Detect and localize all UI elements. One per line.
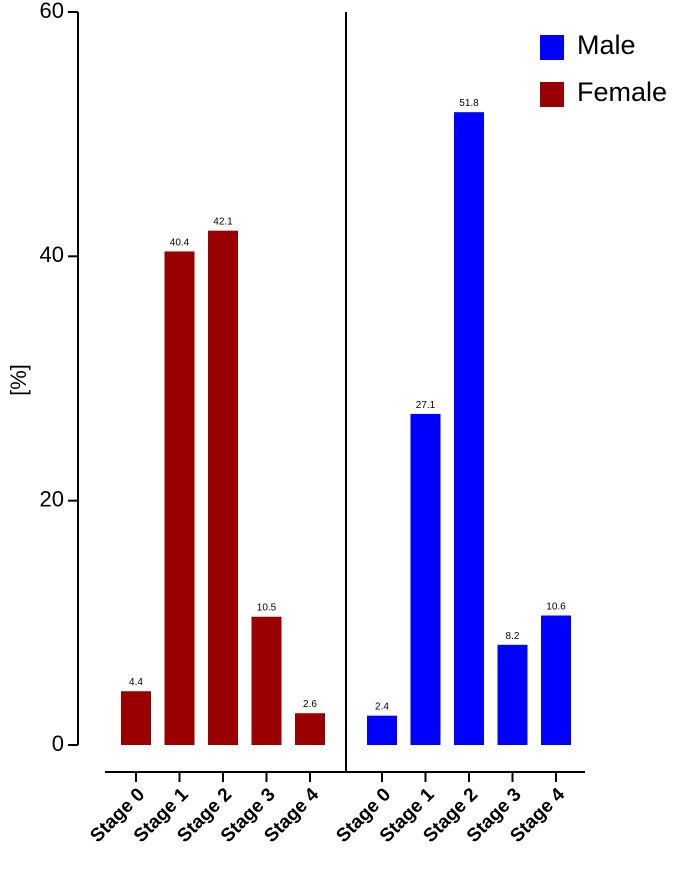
value-label: 10.5 xyxy=(257,603,277,614)
bar xyxy=(295,713,325,745)
value-label: 27.1 xyxy=(416,400,436,411)
bar xyxy=(541,615,571,745)
legend-swatch xyxy=(540,35,564,60)
y-tick-label: 60 xyxy=(40,0,64,23)
value-label: 2.6 xyxy=(303,699,317,710)
y-axis-label: [%] xyxy=(6,364,31,396)
value-label: 40.4 xyxy=(170,237,190,248)
bar xyxy=(251,616,282,745)
bar xyxy=(367,715,397,745)
y-tick-label: 20 xyxy=(40,486,64,511)
bar xyxy=(410,413,441,745)
legend-label: Male xyxy=(577,30,636,60)
value-label: 2.4 xyxy=(375,702,389,713)
legend-swatch xyxy=(540,82,564,107)
bar xyxy=(497,644,528,745)
value-label: 10.6 xyxy=(546,602,566,613)
legend-label: Female xyxy=(577,77,667,107)
value-label: 51.8 xyxy=(459,98,479,109)
bar xyxy=(164,251,195,746)
y-tick-label: 0 xyxy=(52,731,64,756)
bar xyxy=(121,691,151,745)
bar xyxy=(454,112,484,746)
value-label: 8.2 xyxy=(506,631,520,642)
bar xyxy=(208,230,238,745)
y-tick-label: 40 xyxy=(40,242,64,267)
value-label: 4.4 xyxy=(129,677,143,688)
value-label: 42.1 xyxy=(213,217,233,228)
